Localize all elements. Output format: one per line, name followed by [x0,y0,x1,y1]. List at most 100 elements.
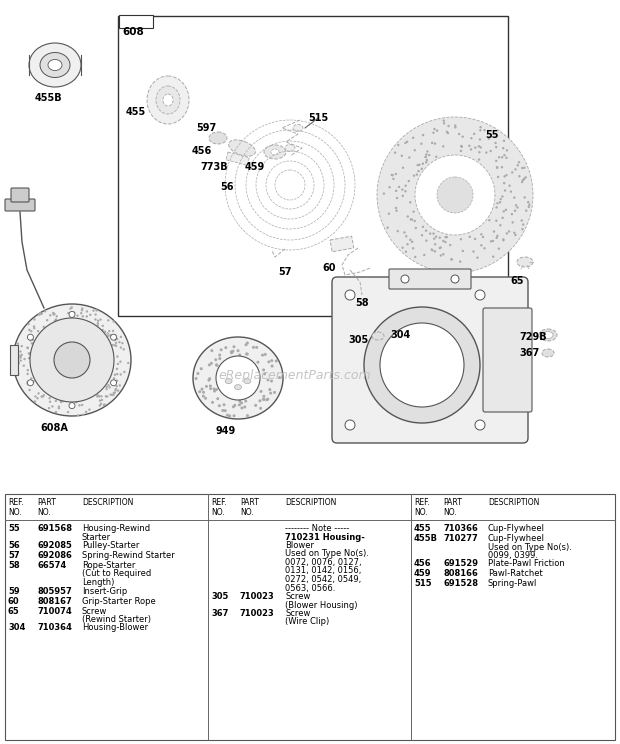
Text: 456: 456 [414,559,432,568]
Circle shape [460,145,463,147]
Circle shape [210,362,213,365]
Circle shape [32,339,34,341]
Circle shape [213,388,216,391]
Circle shape [238,353,241,356]
Text: 305: 305 [348,335,368,345]
Circle shape [17,373,19,375]
Circle shape [435,155,438,158]
Ellipse shape [543,332,553,339]
Text: Housing-Blower: Housing-Blower [82,623,148,632]
Circle shape [105,388,108,391]
Circle shape [461,146,463,148]
Circle shape [495,206,498,208]
Ellipse shape [48,60,62,71]
Text: 515: 515 [414,580,432,589]
Ellipse shape [225,379,232,384]
FancyBboxPatch shape [5,199,35,211]
Circle shape [500,198,502,200]
Circle shape [474,147,477,149]
Ellipse shape [13,304,131,416]
Circle shape [81,404,83,406]
Circle shape [386,226,389,229]
Circle shape [200,388,203,391]
Circle shape [482,236,484,238]
Circle shape [447,125,450,127]
Circle shape [409,201,412,204]
Circle shape [401,188,404,190]
Circle shape [46,319,48,321]
Circle shape [473,132,476,135]
Circle shape [499,224,502,226]
Circle shape [240,402,243,405]
Circle shape [497,176,499,178]
Circle shape [99,404,101,407]
Circle shape [442,145,445,147]
Circle shape [505,208,507,211]
Circle shape [115,385,118,388]
Circle shape [27,380,29,383]
Circle shape [402,195,404,197]
Circle shape [113,391,115,394]
Ellipse shape [293,124,303,132]
Circle shape [27,323,30,325]
Text: 0099, 0399.: 0099, 0399. [488,551,538,560]
Circle shape [224,409,227,412]
Circle shape [122,342,123,344]
Circle shape [244,400,247,403]
Circle shape [485,151,487,154]
Circle shape [27,383,29,385]
Circle shape [406,141,409,143]
Circle shape [226,414,229,417]
Circle shape [116,379,118,382]
Circle shape [268,388,272,391]
Ellipse shape [156,86,180,114]
Circle shape [118,341,121,343]
Circle shape [503,140,505,142]
Circle shape [423,254,425,256]
Circle shape [518,161,520,164]
Circle shape [38,313,41,315]
Circle shape [425,240,428,242]
Circle shape [446,236,448,238]
Circle shape [94,318,97,321]
Text: 710231 Housing-: 710231 Housing- [285,533,365,542]
Circle shape [396,197,398,199]
Circle shape [127,362,130,365]
Text: Grip-Starter Rope: Grip-Starter Rope [82,597,156,606]
Circle shape [422,225,424,228]
Circle shape [116,338,118,340]
Circle shape [110,379,117,386]
Circle shape [211,401,214,404]
Circle shape [116,373,118,375]
Circle shape [490,240,492,243]
Circle shape [43,326,45,328]
Circle shape [404,190,407,193]
Circle shape [429,232,432,235]
Circle shape [417,170,420,173]
Circle shape [33,400,36,403]
Circle shape [19,350,22,353]
Text: 0563, 0566.: 0563, 0566. [285,583,335,592]
Circle shape [254,404,257,407]
Text: 691529: 691529 [443,559,478,568]
Text: (Rewind Starter): (Rewind Starter) [82,615,151,624]
Circle shape [397,230,399,232]
Circle shape [17,342,19,345]
Circle shape [243,405,246,408]
Circle shape [100,403,102,405]
Circle shape [49,314,51,316]
Circle shape [409,239,412,241]
Circle shape [503,175,506,178]
Circle shape [510,190,512,193]
Circle shape [454,126,456,129]
Ellipse shape [285,144,295,152]
Circle shape [430,248,433,251]
Circle shape [425,153,428,155]
Text: 597: 597 [196,123,216,133]
Circle shape [496,234,498,237]
Circle shape [16,366,18,368]
Circle shape [475,420,485,430]
Circle shape [33,327,35,330]
Circle shape [461,135,464,138]
Text: 455: 455 [414,524,432,533]
